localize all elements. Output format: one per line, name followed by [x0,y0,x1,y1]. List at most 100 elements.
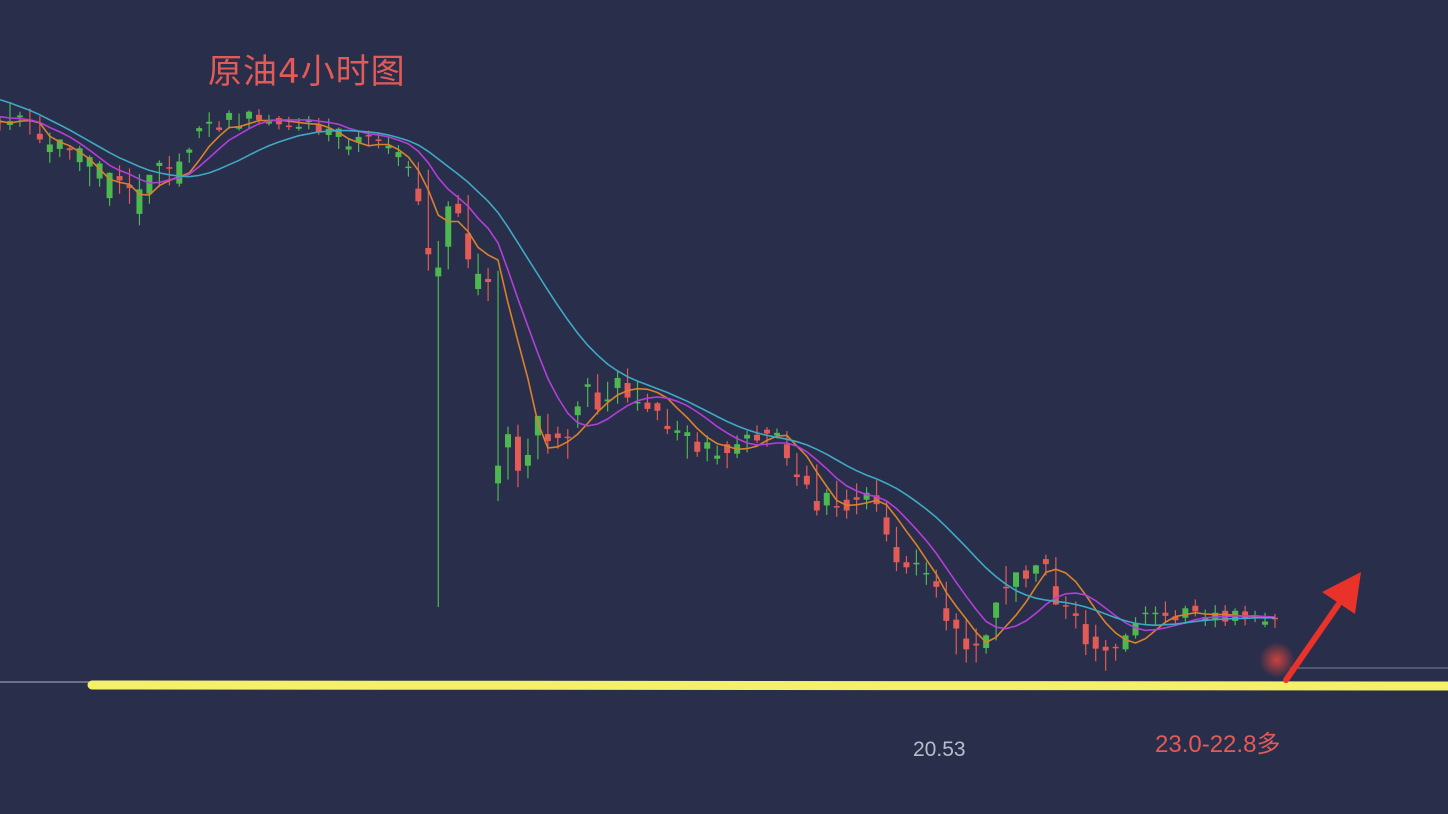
candle-body-down [584,384,591,387]
candle-body-down [704,442,711,449]
low-price-label: 20.53 [913,738,966,761]
candle-body-up [644,402,651,409]
candle-body-up [903,562,910,568]
candle-body-up [694,441,701,452]
entry-zone-label: 23.0-22.8多 [1155,731,1281,758]
candle-body-down [206,121,213,124]
candle-body-up [1082,624,1089,645]
candle-body-up [315,124,322,133]
chart-title: 原油4小时图 [208,52,406,92]
candle-body-down [1013,572,1020,587]
entry-glow [1259,642,1295,678]
candle-body-down [76,148,83,163]
candle-body-down [1132,622,1139,636]
candle-body-up [375,139,382,141]
candle-body-up [285,125,292,128]
candle-body-up [793,474,800,478]
candle-body-down [1252,615,1259,619]
candle-body-up [973,643,980,646]
candle-body-up [126,184,133,189]
candle-body-up [116,176,123,181]
candle-body-up [724,444,731,454]
candle-body-up [36,133,43,140]
candle-body-up [465,233,472,260]
candle-body-down [1142,612,1149,615]
candle-body-up [953,619,960,629]
candle-body-up [455,203,462,214]
candle-body-up [764,429,770,434]
candle-body-up [883,517,890,535]
candle-body-up [893,547,900,563]
candle-body-up [803,475,810,485]
candle-body-down [405,166,412,169]
candle-body-down [196,128,203,132]
candle-body-down [684,432,691,437]
candle-body-down [246,111,253,119]
candle-body-down [106,172,113,199]
moving-average-line [0,98,1275,627]
candle-body-up [933,581,940,587]
candle-body-up [1172,616,1179,621]
candle-body-up [833,506,840,508]
candle-body-down [295,126,302,129]
candle-body-up [365,135,372,137]
candle-body-up [255,114,262,120]
candle-body-down [226,112,233,120]
candle-body-down [86,157,93,167]
candle-body-up [1003,586,1010,589]
candle-body-up [1242,611,1249,619]
candle-body-down [385,145,392,149]
support-line [87,680,1448,691]
candle-body-down [863,492,870,500]
candle-body-up [1162,612,1169,616]
candle-body-down [1122,635,1129,650]
moving-averages-group [0,98,1276,644]
candle-body-down [1032,565,1039,574]
moving-average-line [0,119,1276,644]
candle-body-down [495,465,502,484]
candle-body-down [176,161,183,184]
candle-body-up [216,127,223,130]
candles-group [0,102,1278,671]
candle-body-up [166,167,173,169]
candle-body-up [963,638,970,650]
candle-body-up [564,436,571,439]
candle-body-down [56,139,63,149]
candle-body-up [664,425,671,430]
candle-body-up [813,501,820,511]
candle-body-down [604,399,611,402]
candle-body-down [923,572,930,575]
candle-body-down [823,492,830,506]
candle-body-up [66,148,73,151]
arrow-up-right-icon [1283,572,1361,683]
candle-body-up [485,278,492,283]
candle-body-down [505,434,511,448]
candle-body-up [783,444,790,459]
candle-body-up [544,434,551,442]
candle-body-down [146,174,153,194]
candle-body-down [524,454,531,466]
candle-body-down [1152,612,1159,615]
candle-body-up [1062,605,1069,607]
candle-body-down [674,430,681,433]
candle-body-up [594,392,601,410]
candle-body-down [534,415,541,436]
candle-body-up [1052,586,1059,605]
candle-body-up [1092,636,1099,649]
candle-body-down [773,432,780,436]
candle-body-down [395,152,402,158]
candle-body-up [554,433,561,438]
candle-body-up [1042,559,1049,565]
candle-body-down [435,267,442,277]
moving-average-line [0,115,1276,632]
candle-body-up [754,434,761,441]
candle-body-down [1182,608,1189,618]
candle-body-down [136,189,143,214]
candle-body-up [654,403,661,411]
candle-body-down [355,136,362,143]
candle-body-up [1072,613,1079,616]
candle-body-down [46,144,53,153]
candle-body-down [1202,617,1209,621]
candle-body-down [1212,612,1219,620]
